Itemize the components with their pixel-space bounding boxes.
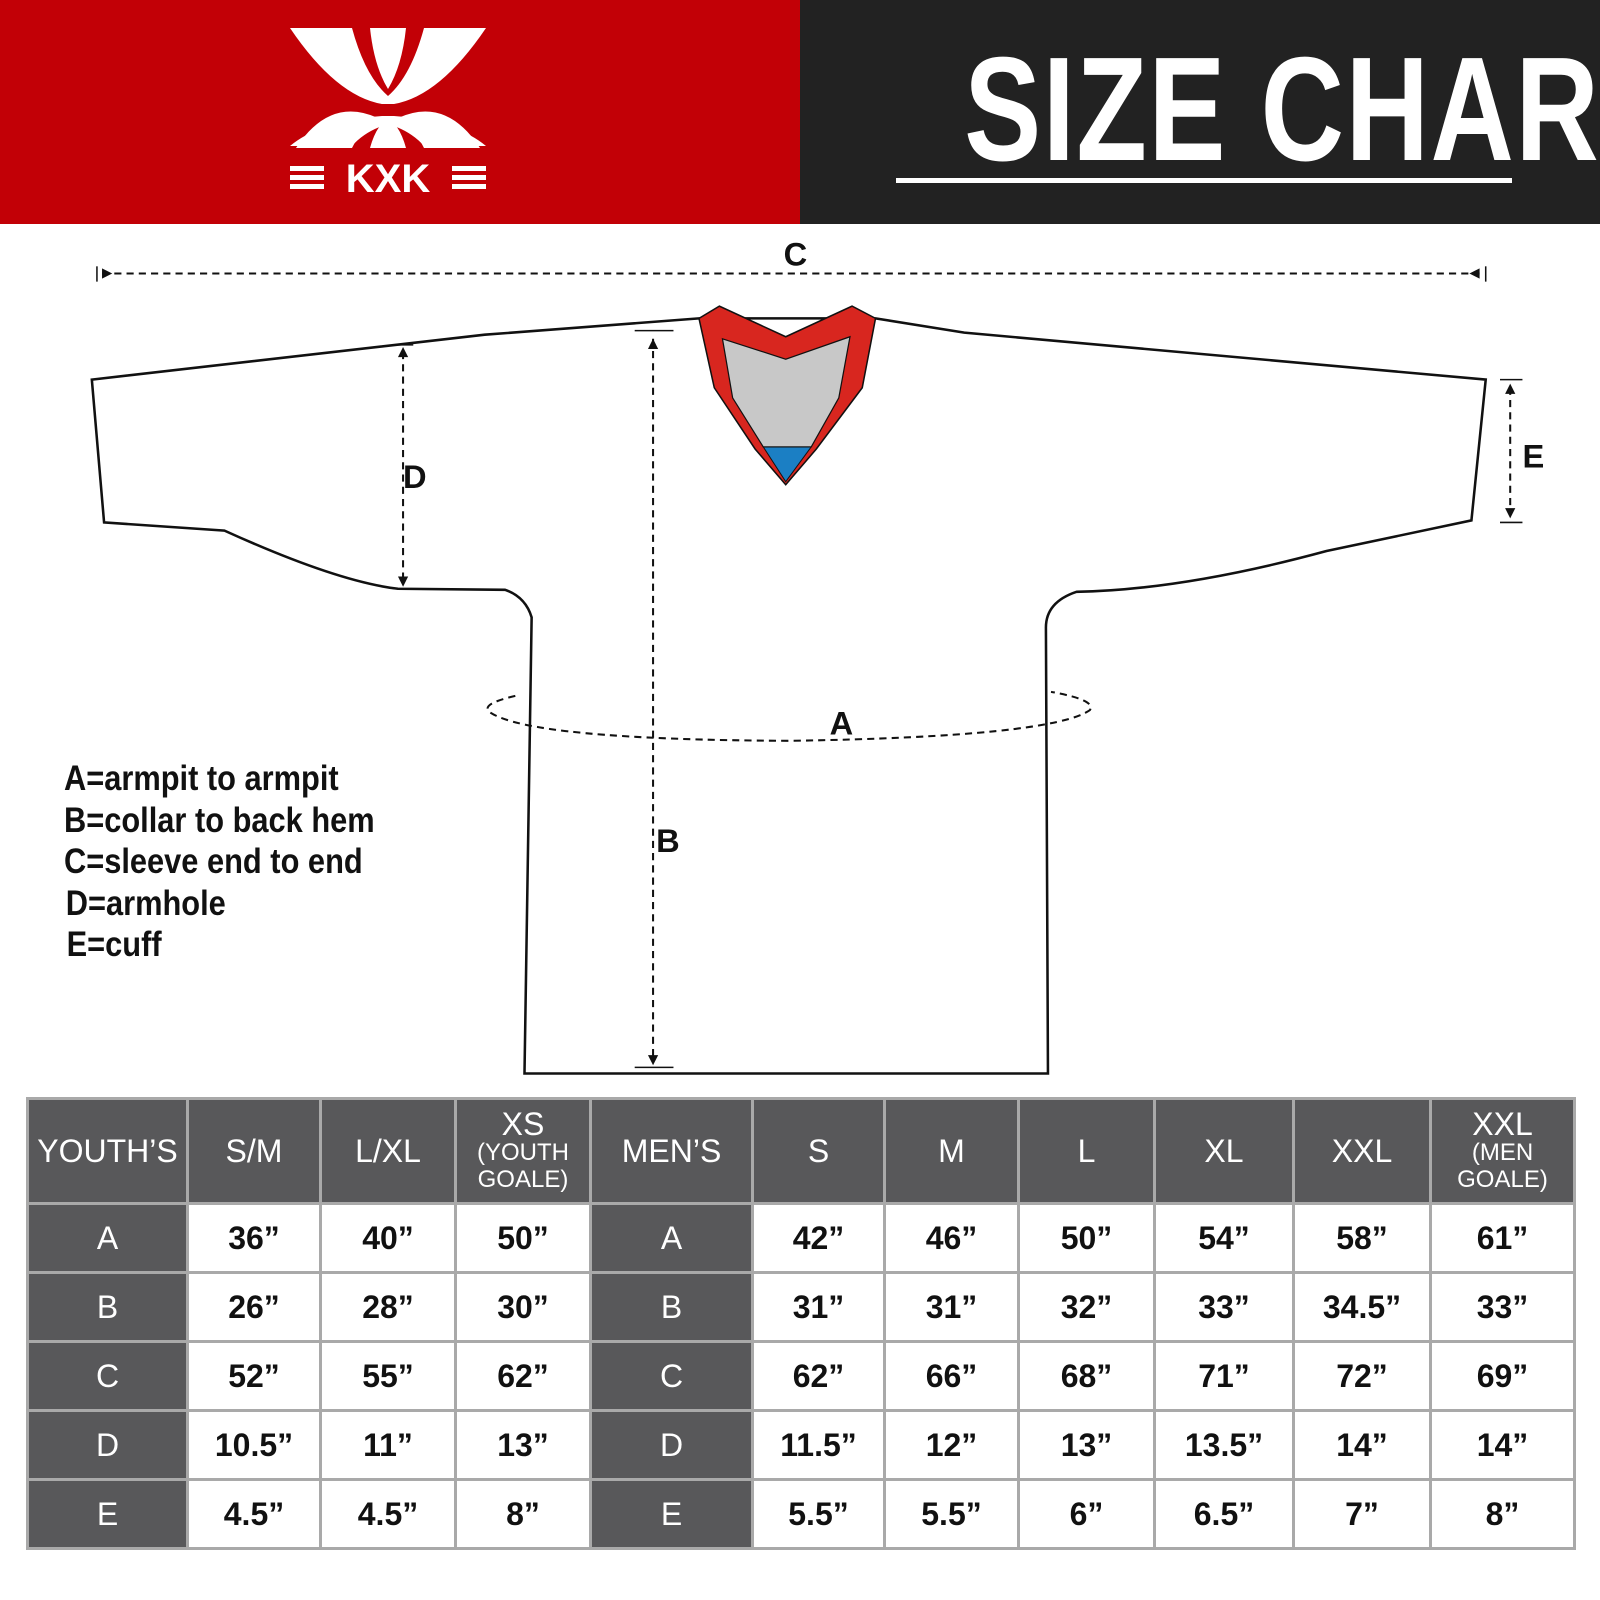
column-header: XXL (MEN GOALE) — [1429, 1097, 1576, 1205]
table-row: E 4.5” 4.5” 8” E 5.5” 5.5” 6” 6.5” 7” 8” — [26, 1478, 1576, 1550]
row-label: D — [26, 1409, 189, 1481]
men-size-cell: 14” — [1429, 1409, 1576, 1481]
table-row: C 52” 55” 62” C 62” 66” 68” 71” 72” 69” — [26, 1340, 1576, 1412]
youth-size-cell: 10.5” — [186, 1409, 322, 1481]
row-label: D — [589, 1409, 754, 1481]
header-sub: (MEN — [1471, 1139, 1534, 1166]
legend-item: D=armhole — [65, 883, 226, 923]
column-header: S — [751, 1097, 886, 1205]
men-size-cell: 62” — [751, 1340, 886, 1412]
men-size-cell: 8” — [1429, 1478, 1576, 1550]
youth-size-cell: 36” — [186, 1202, 322, 1274]
row-label: E — [589, 1478, 754, 1550]
men-size-cell: 5.5” — [883, 1478, 1020, 1550]
men-size-cell: 34.5” — [1292, 1271, 1432, 1343]
men-size-cell: 33” — [1153, 1271, 1295, 1343]
men-size-cell: 68” — [1017, 1340, 1156, 1412]
table-row: D 10.5” 11” 13” D 11.5” 12” 13” 13.5” 14” 14” — [26, 1409, 1576, 1481]
header-sub: GOALE) — [1457, 1166, 1548, 1193]
label-a: A — [830, 705, 854, 742]
kxk-logo: KXK — [290, 28, 486, 196]
column-header: M — [883, 1097, 1020, 1205]
youth-size-cell: 40” — [319, 1202, 457, 1274]
men-size-cell: 58” — [1292, 1202, 1432, 1274]
men-size-cell: 31” — [883, 1271, 1020, 1343]
men-size-cell: 72” — [1292, 1340, 1432, 1412]
men-size-cell: 46” — [883, 1202, 1020, 1274]
youth-size-cell: 11” — [319, 1409, 457, 1481]
men-size-cell: 5.5” — [751, 1478, 886, 1550]
row-label: B — [589, 1271, 754, 1343]
table-row: A 36” 40” 50” A 42” 46” 50” 54” 58” 61” — [26, 1202, 1576, 1274]
header-main: XS — [501, 1106, 545, 1142]
header-sub: (YOUTH — [477, 1139, 569, 1166]
table-header-row: YOUTH’S S/M L/XL XS (YOUTH GOALE) MEN’S S M L XL XX… — [26, 1097, 1576, 1205]
header-title-panel — [800, 0, 1600, 224]
men-size-cell: 13.5” — [1153, 1409, 1295, 1481]
collar-inner — [721, 335, 851, 448]
row-label: C — [589, 1340, 754, 1412]
men-size-cell: 6” — [1017, 1478, 1156, 1550]
men-size-cell: 31” — [751, 1271, 886, 1343]
column-header: XS (YOUTH GOALE) — [454, 1097, 592, 1205]
men-size-cell: 14” — [1292, 1409, 1432, 1481]
men-size-cell: 54” — [1153, 1202, 1295, 1274]
dimension-a-line — [486, 690, 1092, 742]
youth-size-cell: 26” — [186, 1271, 322, 1343]
youth-size-cell: 13” — [454, 1409, 592, 1481]
header-main: XXL — [1472, 1106, 1533, 1142]
column-header: XXL — [1292, 1097, 1432, 1205]
logo-text: KXK — [346, 157, 431, 196]
men-size-cell: 42” — [751, 1202, 886, 1274]
youth-size-cell: 62” — [454, 1340, 592, 1412]
men-size-cell: 66” — [883, 1340, 1020, 1412]
men-size-cell: 11.5” — [751, 1409, 886, 1481]
men-size-cell: 61” — [1429, 1202, 1576, 1274]
men-size-cell: 69” — [1429, 1340, 1576, 1412]
youth-size-cell: 4.5” — [319, 1478, 457, 1550]
men-size-cell: 33” — [1429, 1271, 1576, 1343]
row-label: B — [26, 1271, 189, 1343]
size-table: YOUTH’S S/M L/XL XS (YOUTH GOALE) MEN’S S M L XL XX… — [26, 1097, 1576, 1550]
header-sub: GOALE) — [477, 1166, 569, 1193]
legend-item: A=armpit to armpit — [64, 759, 339, 798]
title-underline — [896, 178, 1512, 183]
legend-item: B=collar to back hem — [64, 800, 375, 840]
column-header: S/M — [186, 1097, 322, 1205]
men-size-cell: 50” — [1017, 1202, 1156, 1274]
youth-size-cell: 4.5” — [186, 1478, 322, 1550]
label-c: C — [784, 235, 808, 272]
men-size-cell: 32” — [1017, 1271, 1156, 1343]
legend-item: E=cuff — [66, 925, 162, 964]
men-size-cell: 12” — [883, 1409, 1020, 1481]
youth-size-cell: 28” — [319, 1271, 457, 1343]
label-b: B — [656, 822, 680, 859]
row-label: A — [26, 1202, 189, 1274]
youth-size-cell: 52” — [186, 1340, 322, 1412]
label-d: D — [403, 458, 427, 495]
column-header: MEN’S — [589, 1097, 754, 1205]
row-label: E — [26, 1478, 189, 1550]
column-header: XL — [1153, 1097, 1295, 1205]
men-size-cell: 13” — [1017, 1409, 1156, 1481]
jersey-diagram: C D B E A — [90, 235, 1544, 1075]
men-size-cell: 6.5” — [1153, 1478, 1295, 1550]
jersey-outline — [90, 317, 1488, 1075]
men-size-cell: 7” — [1292, 1478, 1432, 1550]
row-label: A — [589, 1202, 754, 1274]
column-header: L/XL — [319, 1097, 457, 1205]
label-e: E — [1522, 437, 1544, 474]
row-label: C — [26, 1340, 189, 1412]
table-row: B 26” 28” 30” B 31” 31” 32” 33” 34.5” 33” — [26, 1271, 1576, 1343]
youth-size-cell: 55” — [319, 1340, 457, 1412]
column-header: YOUTH’S — [26, 1097, 189, 1205]
collar-insert — [762, 446, 813, 483]
men-size-cell: 71” — [1153, 1340, 1295, 1412]
column-header: L — [1017, 1097, 1156, 1205]
measurement-legend: A=armpit to armpit B=collar to back hem … — [64, 758, 375, 966]
youth-size-cell: 30” — [454, 1271, 592, 1343]
youth-size-cell: 50” — [454, 1202, 592, 1274]
legend-item: C=sleeve end to end — [64, 842, 363, 881]
youth-size-cell: 8” — [454, 1478, 592, 1550]
